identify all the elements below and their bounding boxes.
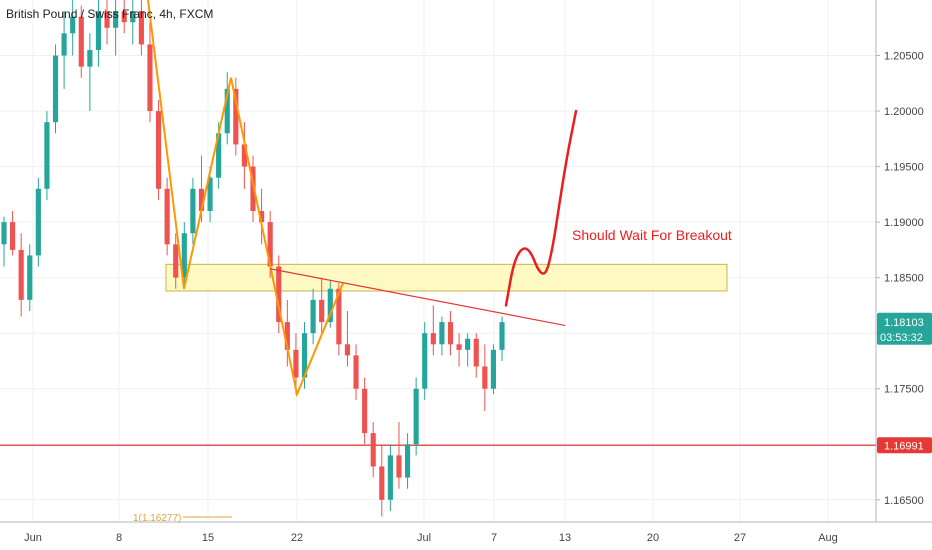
candle-body — [490, 349, 496, 389]
candle-body — [1, 222, 7, 245]
fib-label: 1(1.16277) — [133, 513, 181, 524]
candle-body — [319, 299, 325, 323]
candle-body — [310, 299, 316, 334]
candle-body — [250, 166, 256, 212]
y-tick-label: 1.20000 — [884, 106, 924, 118]
overlays: Should Wait For Breakout 1(1.16277) — [133, 0, 732, 524]
y-tick-label: 1.16500 — [884, 495, 924, 507]
chart-title: British Pound / Swiss Franc, 4h, FXCM — [6, 7, 213, 21]
x-tick-label: 20 — [647, 532, 659, 544]
y-tick-label: 1.17500 — [884, 384, 924, 396]
candle-body — [482, 366, 488, 389]
candle-body — [147, 44, 153, 112]
candle-body — [396, 455, 402, 478]
candle-body — [52, 55, 59, 123]
x-tick-label: Jul — [417, 532, 431, 544]
candle-body — [430, 333, 436, 345]
candle-body — [164, 188, 170, 245]
x-tick-label: 15 — [202, 532, 214, 544]
zig-zag-pattern — [147, 0, 344, 398]
x-tick-label: 8 — [116, 532, 122, 544]
y-tick-label: 1.20500 — [884, 51, 924, 63]
x-tick-label: Jun — [24, 532, 42, 544]
candle-body — [327, 288, 333, 323]
candle-body — [301, 333, 308, 378]
candle-body — [465, 338, 471, 350]
x-tick-label: 22 — [291, 532, 303, 544]
x-tick-label: 13 — [559, 532, 571, 544]
candle-body — [155, 111, 162, 189]
candle-body — [387, 455, 393, 500]
candle-body — [104, 11, 110, 28]
last-price-value: 1.18103 — [884, 317, 924, 329]
grid — [0, 0, 876, 522]
candles — [1, 0, 505, 517]
candle-body — [379, 466, 385, 500]
trendline — [269, 268, 566, 327]
candle-body — [138, 11, 144, 45]
candle-body — [499, 322, 505, 350]
candle-body — [44, 122, 50, 189]
candle-body — [95, 11, 102, 50]
x-tick-label: 7 — [491, 532, 497, 544]
candle-body — [267, 222, 273, 267]
candle-body — [370, 433, 376, 467]
candle-body — [456, 344, 462, 350]
candle-body — [10, 222, 16, 250]
candle-body — [61, 33, 67, 56]
candle-body — [439, 322, 445, 345]
candle-body — [130, 11, 136, 23]
candle-body — [284, 322, 290, 350]
y-tick-label: 1.18500 — [884, 273, 924, 285]
candle-body — [404, 444, 411, 478]
candle-body — [70, 16, 76, 34]
candle-body — [259, 211, 265, 223]
projection-path — [504, 109, 578, 307]
candle-body — [121, 11, 127, 23]
y-tick-label: 1.19500 — [884, 162, 924, 174]
candle-body — [216, 133, 222, 178]
candle-body — [362, 388, 368, 434]
x-tick-label: Aug — [818, 532, 838, 544]
candle-body — [207, 177, 213, 212]
candle-body — [181, 233, 187, 278]
candle-body — [422, 333, 428, 389]
candle-body — [113, 11, 119, 28]
x-tick-label: 27 — [734, 532, 746, 544]
y-tick-label: 1.19000 — [884, 217, 924, 229]
candle-body — [473, 338, 479, 367]
candle-body — [87, 49, 93, 67]
candle-body — [447, 322, 454, 345]
candle-body — [190, 188, 196, 234]
resistance-zone-rect — [165, 263, 728, 292]
support-label: 1.16991 — [884, 440, 924, 452]
candle-body — [233, 88, 239, 145]
annotation-text: Should Wait For Breakout — [572, 227, 732, 243]
candle-body — [224, 88, 230, 134]
candle-body — [293, 349, 299, 378]
candle-body — [336, 288, 342, 345]
candle-body — [18, 249, 24, 300]
candle-body — [35, 188, 41, 256]
resistance-zone — [165, 263, 728, 292]
candle-body — [276, 266, 282, 323]
candle-body — [27, 255, 33, 300]
candle-body — [413, 388, 419, 445]
candle-body — [198, 188, 205, 212]
last-price-badge — [877, 312, 932, 345]
candle-body — [241, 144, 247, 167]
support-badge — [877, 437, 932, 454]
candle-body — [173, 244, 179, 278]
candle-body — [78, 16, 84, 67]
countdown: 03:53:32 — [880, 332, 923, 344]
candle-body — [344, 344, 351, 356]
candle-body — [353, 355, 359, 389]
